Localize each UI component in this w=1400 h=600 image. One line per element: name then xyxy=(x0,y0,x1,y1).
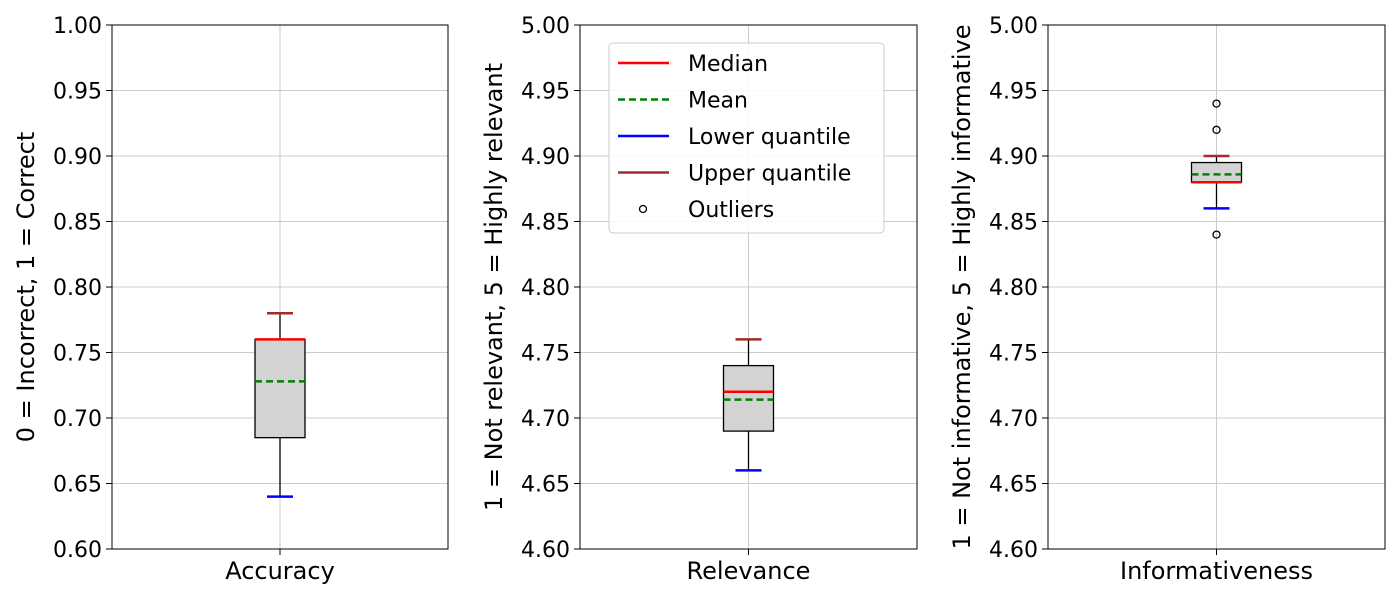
x-tick-label: Informativeness xyxy=(1120,557,1313,585)
legend-frame xyxy=(608,42,885,234)
y-tick-label: 4.85 xyxy=(521,211,570,236)
y-tick-label: 4.95 xyxy=(989,80,1038,105)
x-tick-label: Relevance xyxy=(687,557,811,585)
y-tick-label: 0.70 xyxy=(53,407,102,432)
y-tick-label: 0.75 xyxy=(53,342,102,367)
y-tick-label: 0.85 xyxy=(53,211,102,236)
y-tick-label: 0.90 xyxy=(53,145,102,170)
y-tick-label: 4.70 xyxy=(521,407,570,432)
y-tick-label: 5.00 xyxy=(521,14,570,39)
outlier-point xyxy=(1212,125,1221,134)
y-tick-label: 4.85 xyxy=(989,211,1038,236)
axes-frame xyxy=(1047,24,1386,550)
y-axis-label: 0 = Incorrect, 1 = Correct xyxy=(12,132,40,442)
outlier-point xyxy=(1212,230,1221,239)
y-tick-label: 5.00 xyxy=(989,14,1038,39)
y-axis-label: 1 = Not informative, 5 = Highly informat… xyxy=(948,24,976,549)
outlier-point xyxy=(1212,99,1221,108)
y-tick-label: 4.80 xyxy=(989,276,1038,301)
iqr-box xyxy=(1190,161,1243,183)
y-tick-label: 4.70 xyxy=(989,407,1038,432)
y-tick-label: 4.60 xyxy=(989,538,1038,563)
y-tick-label: 4.75 xyxy=(989,342,1038,367)
legend-median-label: Median xyxy=(688,52,768,77)
legend: Median Mean Lower quantile Upper quantile Ou… xyxy=(608,42,885,234)
iqr-box xyxy=(722,364,775,432)
y-tick-label: 0.95 xyxy=(53,80,102,105)
iqr-box xyxy=(254,338,306,439)
legend-lower-quantile-label: Lower quantile xyxy=(688,125,851,150)
y-tick-label: 0.60 xyxy=(53,538,102,563)
legend-outliers-label: Outliers xyxy=(688,198,774,223)
legend-mean-label: Mean xyxy=(688,89,748,114)
panel-informativeness: 4.60 4.65 4.70 4.75 4.80 4.85 4.90 4.95 5.00 Info… xyxy=(948,14,1386,585)
legend-outliers-marker xyxy=(638,204,648,214)
y-tick-label: 4.90 xyxy=(989,145,1038,170)
legend-upper-quantile-label: Upper quantile xyxy=(688,162,851,187)
y-tick-label: 1.00 xyxy=(53,14,102,39)
y-tick-label: 0.65 xyxy=(53,473,102,498)
y-tick-label: 4.65 xyxy=(989,473,1038,498)
y-tick-label: 4.90 xyxy=(521,145,570,170)
y-tick-label: 4.75 xyxy=(521,342,570,367)
panel-relevance: 4.60 4.65 4.70 4.75 4.80 4.85 4.90 4.95 5.00 Rele… xyxy=(480,14,918,585)
y-tick-label: 0.80 xyxy=(53,276,102,301)
y-tick-label: 4.65 xyxy=(521,473,570,498)
y-tick-label: 4.60 xyxy=(521,538,570,563)
y-tick-label: 4.95 xyxy=(521,80,570,105)
axes-frame xyxy=(111,24,449,550)
y-axis-label: 1 = Not relevant, 5 = Highly relevant xyxy=(480,63,508,511)
panel-accuracy: 0.60 0.65 0.70 0.75 0.80 0.85 0.90 0.95 1.00 Accu… xyxy=(12,14,449,585)
y-tick-label: 4.80 xyxy=(521,276,570,301)
axes-frame xyxy=(579,24,918,550)
x-tick-label: Accuracy xyxy=(225,557,335,585)
